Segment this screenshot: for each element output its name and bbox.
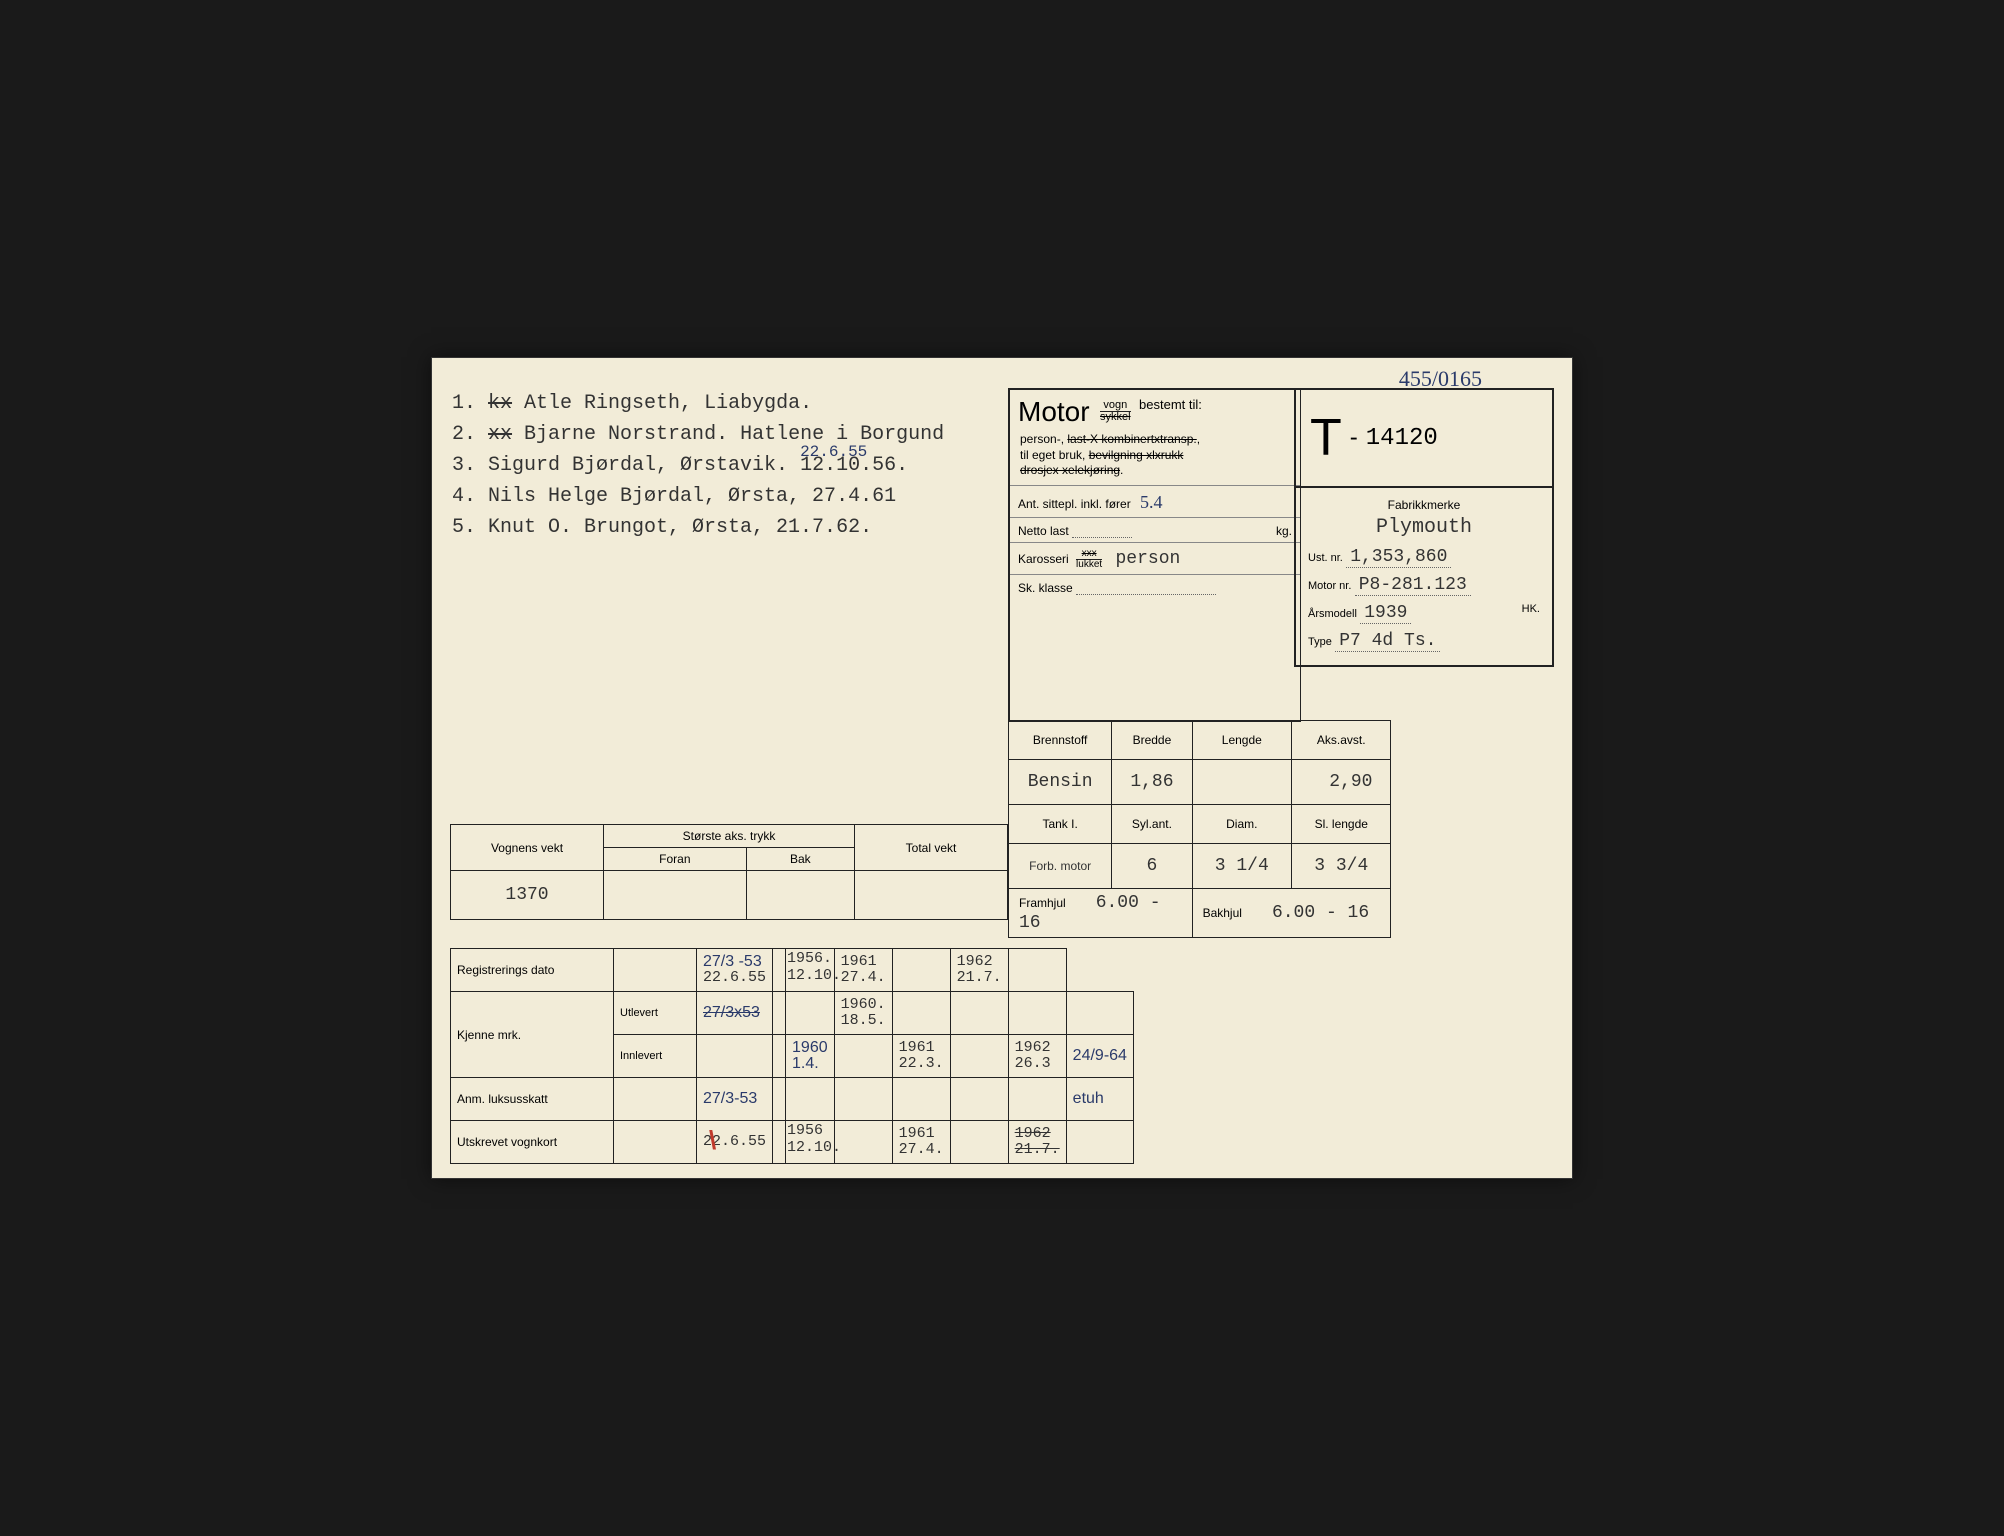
motor-vogn-sykkel: vogn sykkel — [1100, 400, 1131, 423]
history-cell: 19601.4. — [786, 1035, 835, 1078]
fabrikkmerke-value: Plymouth — [1372, 516, 1476, 539]
history-cell — [773, 949, 786, 992]
history-cell — [1008, 1078, 1066, 1121]
history-cell — [786, 1078, 835, 1121]
type-value: P7 4d Ts. — [1335, 631, 1440, 652]
history-cell — [786, 992, 835, 1035]
sitteplasser-field: Ant. sittepl. inkl. fører 5.4 — [1010, 485, 1300, 517]
history-cell: 24/9-64 — [1066, 1035, 1133, 1078]
history-cell: 196127.4. — [834, 949, 892, 992]
motor-title: Motor — [1018, 396, 1090, 428]
history-cell — [1008, 992, 1066, 1035]
history-cell: 1960.18.5. — [834, 992, 892, 1035]
history-cell: 27/3-53 — [697, 1078, 773, 1121]
history-cell — [950, 992, 1008, 1035]
wheel-row: Framhjul6.00 - 16 Bakhjul6.00 - 16 — [1009, 889, 1391, 938]
history-cell: 196226.3 — [1008, 1035, 1066, 1078]
history-cell — [892, 992, 950, 1035]
history-cell — [1066, 1121, 1133, 1164]
spec-row-1: Bensin1,862,90 — [1009, 760, 1391, 805]
history-cell — [950, 1035, 1008, 1078]
weight-table: Vognens vekt Største aks. trykk Total ve… — [450, 824, 1008, 920]
motor-nr: P8-281.123 — [1355, 575, 1471, 596]
history-row: Kjenne mrk.Utlevert27/3x531960.18.5. — [451, 992, 1134, 1035]
owners-list: 1. kx Atle Ringseth, Liabygda.2. xx Bjar… — [452, 388, 1007, 598]
spec-table: BrennstoffBreddeLengdeAks.avst. Bensin1,… — [1008, 720, 1391, 938]
history-cell — [834, 1121, 892, 1164]
history-row: Utskrevet vognkort\22.6.55195612.10.1961… — [451, 1121, 1134, 1164]
ust-nr: 1,353,860 — [1346, 547, 1451, 568]
history-cell: 196221.7. — [1008, 1121, 1066, 1164]
history-cell: 196122.3. — [892, 1035, 950, 1078]
history-cell: 196221.7. — [950, 949, 1008, 992]
history-cell — [786, 1121, 835, 1164]
owner-row: 2. xx Bjarne Norstrand. Hatlene i Borgun… — [452, 419, 1007, 450]
fabrikkmerke-label: Fabrikkmerke — [1308, 498, 1540, 512]
history-cell — [834, 1078, 892, 1121]
owner-row: 1. kx Atle Ringseth, Liabygda. — [452, 388, 1007, 419]
history-cell — [1066, 992, 1133, 1035]
motor-purpose-text: person-, last-X kombinertxtransp., til e… — [1010, 432, 1300, 485]
owner-row: 3. Sigurd Bjørdal, Ørstavik. 22.6.5512.1… — [452, 450, 1007, 481]
history-cell — [697, 1035, 773, 1078]
history-cell — [950, 1078, 1008, 1121]
history-cell — [1008, 949, 1066, 992]
history-cell — [950, 1121, 1008, 1164]
motor-box: Motor vogn sykkel bestemt til: person-, … — [1008, 388, 1301, 722]
history-cell — [773, 1035, 786, 1078]
history-cell — [773, 1078, 786, 1121]
history-cell: 27/3x53 — [697, 992, 773, 1035]
history-cell — [786, 949, 835, 992]
history-row: Anm. luksusskatt27/3-53etuh — [451, 1078, 1134, 1121]
spec-row-2: Forb. motor63 1/43 3/4 — [1009, 844, 1391, 889]
owner-row: 4. Nils Helge Bjørdal, Ørsta, 27.4.61 — [452, 481, 1007, 512]
history-cell: etuh — [1066, 1078, 1133, 1121]
plate-number: T - 14120 — [1296, 390, 1552, 488]
weight-value-row: 1370 — [451, 871, 1008, 920]
history-cell — [892, 1078, 950, 1121]
netto-last-field: Netto last kg. — [1010, 517, 1300, 542]
history-cell — [834, 1035, 892, 1078]
history-cell — [773, 1121, 786, 1164]
history-cell — [892, 949, 950, 992]
history-table: Registrerings dato27/3 -5322.6.551956.12… — [450, 948, 1134, 1164]
aarsmodell: 1939 — [1360, 603, 1411, 624]
registration-box: T - 14120 Fabrikkmerke Plymouth Ust. nr.… — [1294, 388, 1554, 667]
history-row: Registrerings dato27/3 -5322.6.551956.12… — [451, 949, 1134, 992]
karosseri-field: Karosseri xxx lukket person — [1010, 542, 1300, 574]
owner-row: 5. Knut O. Brungot, Ørsta, 21.7.62. — [452, 512, 1007, 543]
history-cell: \22.6.55195612.10. — [697, 1121, 773, 1164]
sk-klasse-field: Sk. klasse — [1010, 574, 1300, 599]
bestemt-til: bestemt til: — [1139, 397, 1202, 412]
history-cell: 27/3 -5322.6.551956.12.10. — [697, 949, 773, 992]
spec-header-2: Tank I.Syl.ant.Diam.Sl. lengde — [1009, 805, 1391, 844]
spec-header-1: BrennstoffBreddeLengdeAks.avst. — [1009, 721, 1391, 760]
registration-card: 455/0165 1. kx Atle Ringseth, Liabygda.2… — [431, 357, 1573, 1179]
history-cell — [773, 992, 786, 1035]
history-cell: 196127.4. — [892, 1121, 950, 1164]
